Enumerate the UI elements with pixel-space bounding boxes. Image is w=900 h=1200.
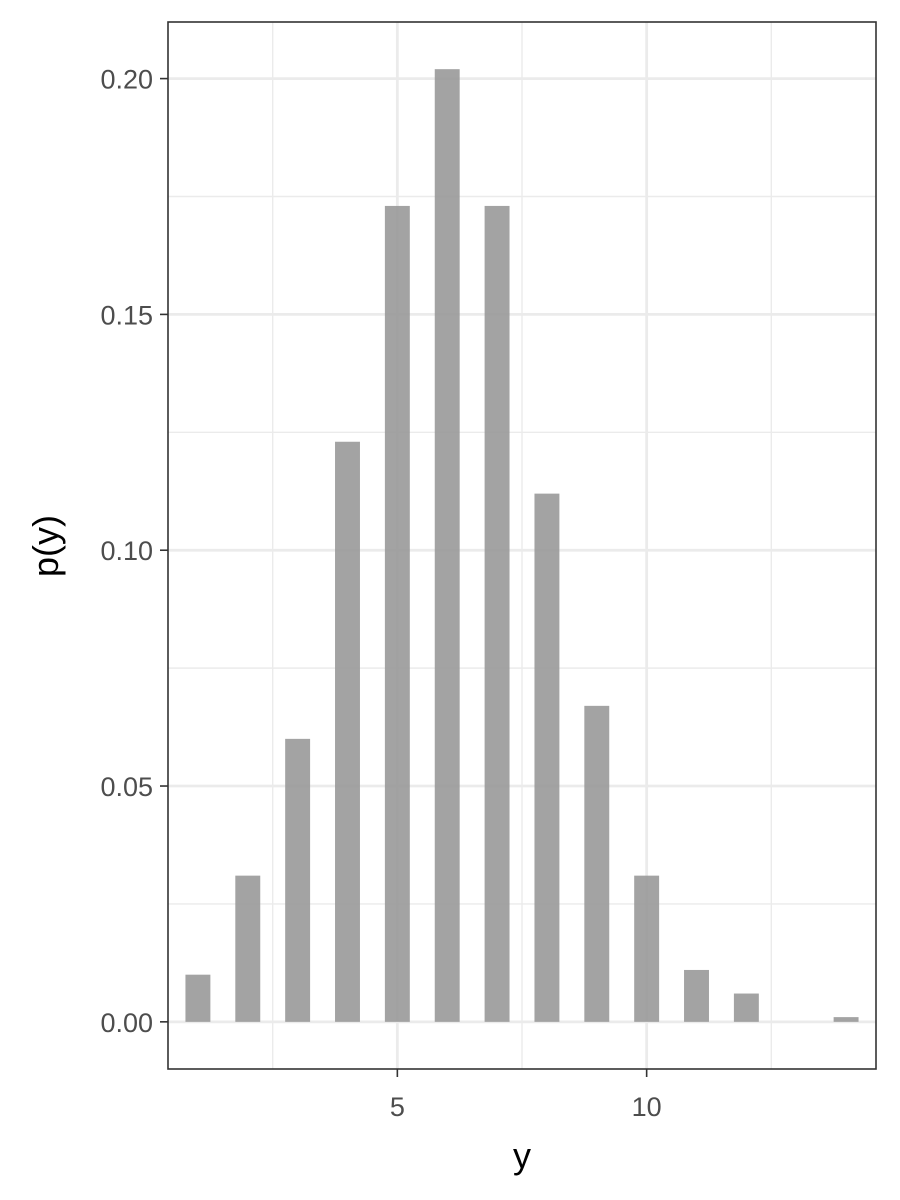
bar bbox=[434, 69, 460, 1022]
bar bbox=[833, 1017, 859, 1022]
bar bbox=[384, 205, 410, 1022]
x-tick-label: 5 bbox=[390, 1092, 405, 1122]
bar bbox=[484, 205, 510, 1022]
bar bbox=[733, 993, 759, 1022]
bars bbox=[185, 69, 859, 1022]
y-tick-label: 0.10 bbox=[100, 536, 153, 566]
bar bbox=[634, 875, 660, 1022]
y-tick-label: 0.05 bbox=[100, 772, 153, 802]
bar bbox=[335, 441, 360, 1022]
y-tick-label: 0.00 bbox=[100, 1008, 153, 1038]
bar bbox=[684, 969, 709, 1022]
x-axis: 5 10 bbox=[390, 1069, 662, 1122]
y-axis-title: p(y) bbox=[25, 515, 66, 577]
bar bbox=[185, 974, 211, 1022]
bar bbox=[534, 493, 560, 1022]
panel-border bbox=[167, 21, 877, 1070]
y-tick-label: 0.15 bbox=[100, 300, 153, 330]
bar bbox=[285, 738, 311, 1022]
x-axis-title: y bbox=[513, 1135, 531, 1176]
x-tick-label: 10 bbox=[632, 1092, 662, 1122]
bar bbox=[235, 875, 261, 1022]
y-tick-label: 0.20 bbox=[100, 65, 153, 95]
bar bbox=[584, 705, 610, 1022]
y-axis: 0.00 0.05 0.10 0.15 0.20 bbox=[100, 65, 168, 1038]
